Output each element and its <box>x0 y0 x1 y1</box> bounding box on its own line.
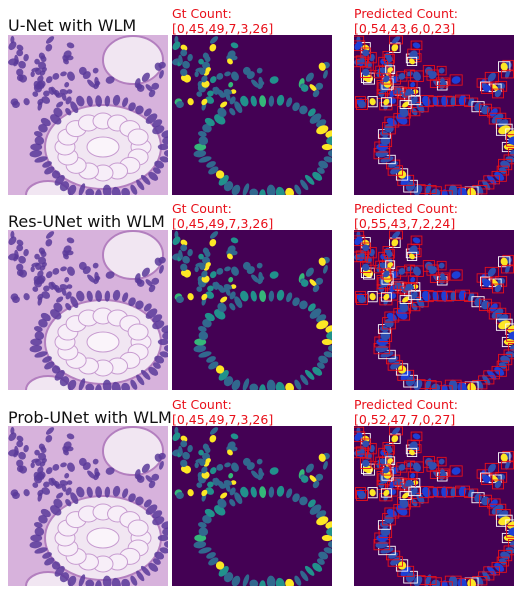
predicted-count-caption: Predicted Count: [0,55,43,7,2,24] <box>354 201 458 231</box>
predicted-count-value: [0,55,43,7,2,24] <box>354 216 456 231</box>
predicted-count-label: Predicted Count: <box>354 6 458 21</box>
ground-truth-mask <box>172 35 332 195</box>
gt-count-value: [0,45,49,7,3,26] <box>172 216 274 231</box>
gt-count-label: Gt Count: <box>172 6 232 21</box>
gt-count-caption: Gt Count: [0,45,49,7,3,26] <box>172 397 273 427</box>
row-title: U-Net with WLM <box>8 16 137 35</box>
predicted-count-label: Predicted Count: <box>354 201 458 216</box>
gt-count-value: [0,45,49,7,3,26] <box>172 412 274 427</box>
histology-image <box>8 426 168 586</box>
gt-count-label: Gt Count: <box>172 201 232 216</box>
ground-truth-mask <box>172 426 332 586</box>
prediction-mask <box>354 426 514 586</box>
gt-count-value: [0,45,49,7,3,26] <box>172 21 274 36</box>
row-title: Res-UNet with WLM <box>8 212 165 231</box>
gt-count-caption: Gt Count: [0,45,49,7,3,26] <box>172 201 273 231</box>
row-title: Prob-UNet with WLM <box>8 408 172 427</box>
predicted-count-caption: Predicted Count: [0,52,47,7,0,27] <box>354 397 458 427</box>
predicted-count-caption: Predicted Count: [0,54,43,6,0,23] <box>354 6 458 36</box>
predicted-count-value: [0,54,43,6,0,23] <box>354 21 456 36</box>
prediction-mask <box>354 230 514 390</box>
histology-image <box>8 230 168 390</box>
prediction-mask <box>354 35 514 195</box>
predicted-count-value: [0,52,47,7,0,27] <box>354 412 456 427</box>
gt-count-label: Gt Count: <box>172 397 232 412</box>
predicted-count-label: Predicted Count: <box>354 397 458 412</box>
histology-image <box>8 35 168 195</box>
gt-count-caption: Gt Count: [0,45,49,7,3,26] <box>172 6 273 36</box>
ground-truth-mask <box>172 230 332 390</box>
